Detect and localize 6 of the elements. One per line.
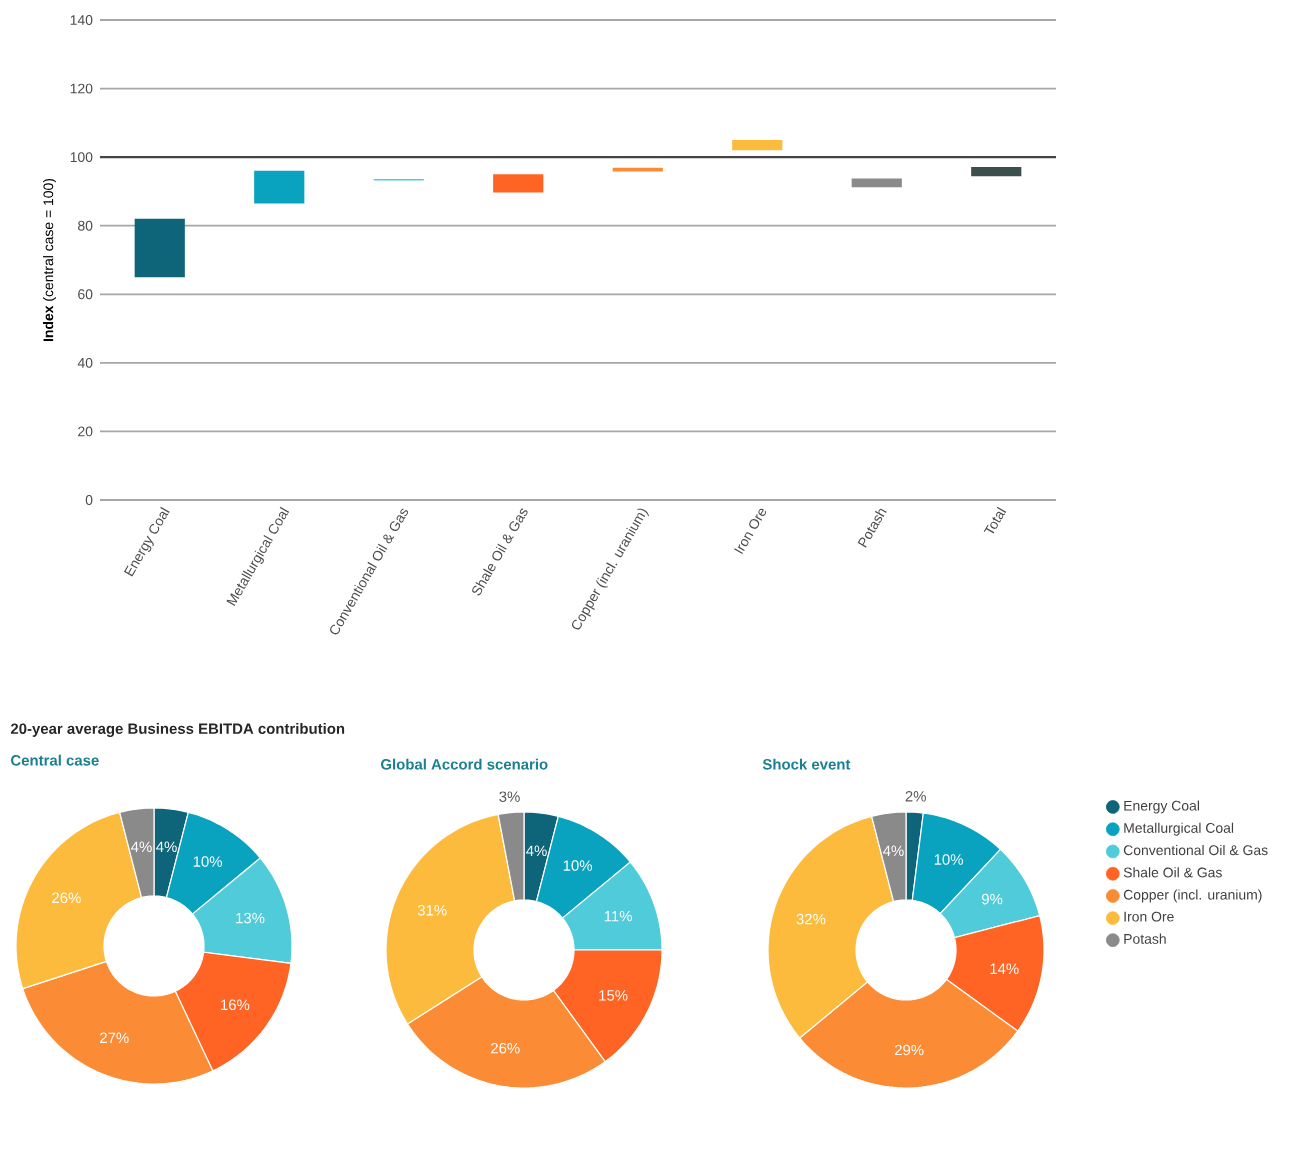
bar <box>732 139 783 151</box>
bar <box>493 174 544 193</box>
bar <box>134 218 185 278</box>
bar <box>851 178 902 188</box>
bar <box>971 167 1022 177</box>
bar <box>254 170 305 204</box>
